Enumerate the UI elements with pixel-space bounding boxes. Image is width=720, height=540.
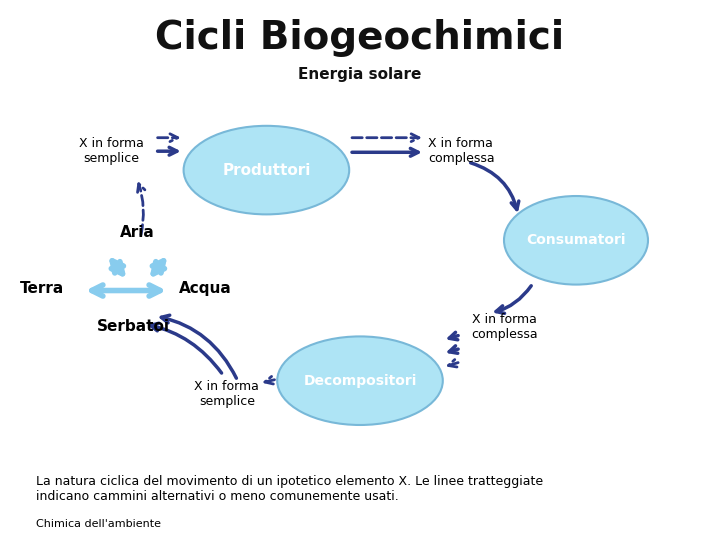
Text: X in forma
semplice: X in forma semplice xyxy=(79,137,144,165)
Text: Energia solare: Energia solare xyxy=(298,68,422,83)
Text: Cicli Biogeochimici: Cicli Biogeochimici xyxy=(156,19,564,57)
Text: X in forma
semplice: X in forma semplice xyxy=(194,380,259,408)
Text: Terra: Terra xyxy=(19,281,64,296)
Text: Produttori: Produttori xyxy=(222,163,310,178)
Text: Acqua: Acqua xyxy=(179,281,232,296)
Text: Decompositori: Decompositori xyxy=(303,374,417,388)
Ellipse shape xyxy=(504,196,648,285)
Ellipse shape xyxy=(184,126,349,214)
Text: Chimica dell'ambiente: Chimica dell'ambiente xyxy=(36,519,161,529)
Text: Serbatoi: Serbatoi xyxy=(96,319,170,334)
Text: X in forma
complessa: X in forma complessa xyxy=(472,313,539,341)
Text: Consumatori: Consumatori xyxy=(526,233,626,247)
Text: X in forma
complessa: X in forma complessa xyxy=(428,137,495,165)
Text: Aria: Aria xyxy=(120,225,154,240)
Ellipse shape xyxy=(277,336,443,425)
Text: La natura ciclica del movimento di un ipotetico elemento X. Le linee tratteggiat: La natura ciclica del movimento di un ip… xyxy=(36,475,543,503)
